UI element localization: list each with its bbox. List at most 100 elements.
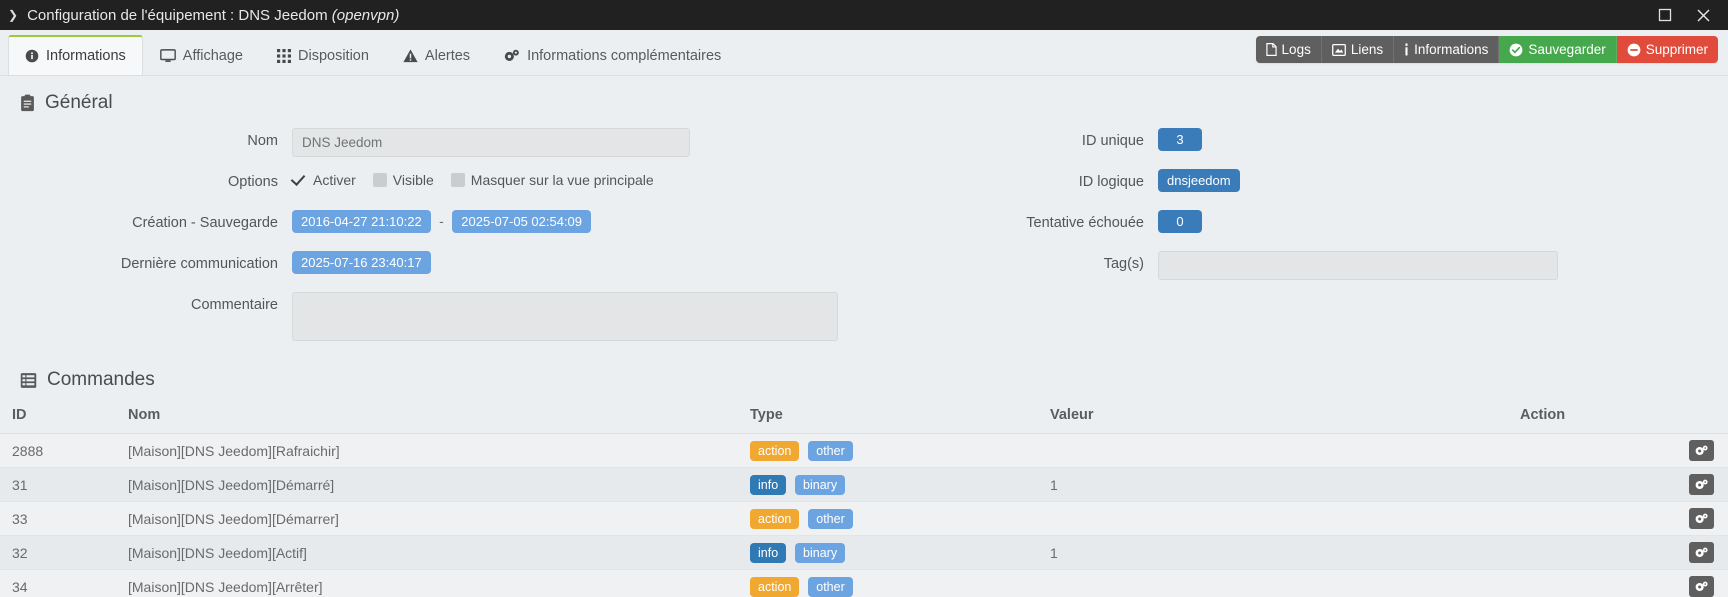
cell-action: [1520, 535, 1728, 570]
content-area: Général Nom Options Activer: [0, 76, 1728, 597]
cell-nom: [Maison][DNS Jeedom][Arrêter]: [128, 569, 750, 597]
creation-label: Création - Sauvegarde: [132, 215, 278, 231]
cell-type: info binary: [750, 467, 1050, 502]
action-toolbar: Logs Liens Informations Sauvegarder Supp…: [1255, 36, 1718, 63]
type-badge-secondary: binary: [795, 474, 846, 495]
checkbox-masquer[interactable]: [450, 173, 465, 187]
cell-id: 33: [0, 501, 128, 536]
gears-icon: [504, 49, 520, 63]
save-label: Sauvegarder: [1528, 42, 1606, 57]
liens-button[interactable]: Liens: [1321, 36, 1395, 63]
field-tags: Tag(s): [866, 251, 1728, 281]
tab-informations-complementaires[interactable]: Informations complémentaires: [487, 35, 738, 75]
column-header-id: ID: [0, 403, 128, 434]
derniere-comm-label: Dernière communication: [120, 256, 278, 272]
warning-triangle-icon: [403, 49, 418, 63]
checkbox-activer[interactable]: [292, 173, 307, 187]
option-label: Masquer sur la vue principale: [470, 172, 654, 188]
tentative-badge: 0: [1158, 210, 1202, 233]
tags-input[interactable]: [1158, 251, 1558, 280]
logs-label: Logs: [1281, 42, 1311, 57]
tab-affichage[interactable]: Affichage: [143, 35, 260, 75]
tags-label: Tag(s): [1103, 256, 1144, 272]
gear-icon[interactable]: [1689, 576, 1714, 597]
cell-nom: [Maison][DNS Jeedom][Actif]: [128, 535, 750, 570]
nom-label: Nom: [247, 133, 278, 149]
option-masquer-vue-principale[interactable]: Masquer sur la vue principale: [450, 172, 654, 188]
cell-nom: [Maison][DNS Jeedom][Démarrer]: [128, 501, 750, 536]
window-title: Configuration de l'équipement : DNS Jeed…: [27, 6, 400, 24]
gear-icon[interactable]: [1689, 440, 1714, 461]
maximize-icon[interactable]: [1646, 0, 1684, 30]
table-row[interactable]: 32 [Maison][DNS Jeedom][Actif] info bina…: [0, 535, 1728, 570]
column-header-valeur: Valeur: [1050, 403, 1520, 434]
sauvegarde-date-badge: 2025-07-05 02:54:09: [452, 210, 592, 233]
table-row[interactable]: 31 [Maison][DNS Jeedom][Démarré] info bi…: [0, 467, 1728, 502]
field-nom: Nom: [0, 128, 866, 158]
table-row[interactable]: 33 [Maison][DNS Jeedom][Démarrer] action…: [0, 501, 1728, 536]
close-icon[interactable]: [1684, 0, 1722, 30]
column-header-action: Action: [1520, 403, 1728, 434]
type-badge-primary: info: [750, 542, 787, 563]
informations-label: Informations: [1414, 42, 1489, 57]
cell-valeur: 1: [1050, 467, 1520, 502]
tab-alertes[interactable]: Alertes: [386, 35, 487, 75]
info-circle-icon: [25, 49, 39, 63]
id-unique-badge: 3: [1158, 128, 1202, 151]
type-badge-secondary: other: [808, 576, 853, 597]
column-header-nom: Nom: [128, 403, 750, 434]
delete-button[interactable]: Supprimer: [1616, 36, 1718, 63]
field-id-unique: ID unique 3: [866, 128, 1728, 158]
chevron-right-icon: ❯: [8, 8, 19, 22]
nom-input[interactable]: [292, 128, 690, 157]
commandes-table-wrapper: ID Nom Type Valeur Action 2888 [Maison][…: [0, 397, 1728, 597]
cell-id: 31: [0, 467, 128, 502]
type-badge-primary: info: [750, 474, 787, 495]
id-logique-label: ID logique: [1078, 174, 1144, 190]
tentative-label: Tentative échouée: [1026, 215, 1144, 231]
cell-type: info binary: [750, 535, 1050, 570]
type-badge-primary: action: [750, 440, 800, 461]
clipboard-icon: [20, 94, 35, 112]
general-title-label: Général: [45, 92, 113, 113]
commandes-title-label: Commandes: [47, 369, 155, 390]
id-logique-badge: dnsjeedom: [1158, 169, 1240, 192]
form-right-column: ID unique 3 ID logique dnsjeedom Tentati…: [866, 128, 1728, 357]
option-label: Visible: [392, 172, 434, 188]
commandes-section-title: Commandes: [0, 357, 1728, 397]
tab-informations[interactable]: Informations: [8, 35, 143, 75]
table-row[interactable]: 34 [Maison][DNS Jeedom][Arrêter] action …: [0, 569, 1728, 597]
column-header-type: Type: [750, 403, 1050, 434]
commentaire-label: Commentaire: [190, 297, 278, 313]
general-section-title: Général: [0, 76, 1728, 120]
save-button[interactable]: Sauvegarder: [1499, 36, 1617, 63]
cell-nom: [Maison][DNS Jeedom][Rafraichir]: [128, 433, 750, 468]
checkbox-visible[interactable]: [372, 173, 387, 187]
table-row[interactable]: 2888 [Maison][DNS Jeedom][Rafraichir] ac…: [0, 433, 1728, 468]
gear-icon[interactable]: [1689, 542, 1714, 563]
commandes-table-body: 2888 [Maison][DNS Jeedom][Rafraichir] ac…: [0, 433, 1728, 597]
logs-button[interactable]: Logs: [1255, 36, 1322, 63]
commandes-table: ID Nom Type Valeur Action 2888 [Maison][…: [0, 403, 1728, 597]
option-label: Activer: [313, 172, 356, 188]
informations-button[interactable]: Informations: [1394, 36, 1500, 63]
gear-icon[interactable]: [1689, 508, 1714, 529]
derniere-comm-badge: 2025-07-16 23:40:17: [292, 251, 431, 274]
option-visible[interactable]: Visible: [372, 172, 434, 188]
field-options: Options Activer Visible Masq: [0, 169, 866, 199]
cell-action: [1520, 467, 1728, 502]
type-badge-secondary: other: [808, 440, 853, 461]
gear-icon[interactable]: [1689, 474, 1714, 495]
cell-id: 32: [0, 535, 128, 570]
field-commentaire: Commentaire: [0, 292, 866, 346]
field-id-logique: ID logique dnsjeedom: [866, 169, 1728, 199]
liens-label: Liens: [1350, 42, 1384, 57]
delete-label: Supprimer: [1645, 42, 1708, 57]
tab-label: Alertes: [424, 47, 471, 64]
commentaire-textarea[interactable]: [292, 292, 838, 341]
list-table-icon: [20, 372, 37, 389]
display-icon: [159, 48, 176, 63]
id-unique-label: ID unique: [1081, 133, 1144, 149]
option-activer[interactable]: Activer: [292, 172, 356, 188]
tab-disposition[interactable]: Disposition: [260, 35, 386, 75]
